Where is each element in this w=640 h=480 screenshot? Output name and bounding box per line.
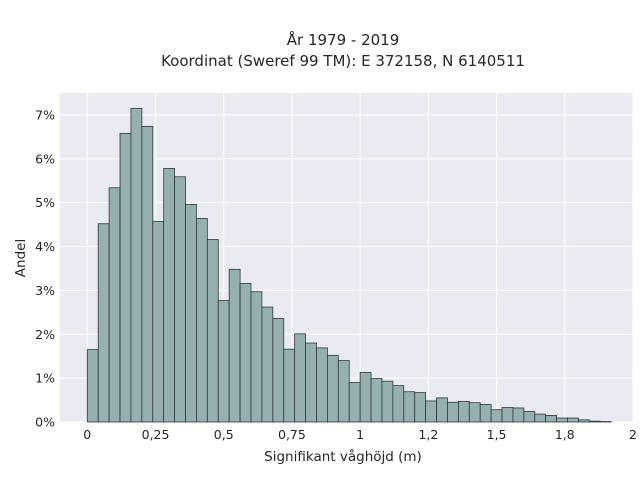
histogram-bar: [97, 223, 110, 423]
histogram-bar: [381, 380, 394, 423]
histogram-bar: [86, 349, 99, 423]
histogram-bar: [545, 415, 558, 423]
x-axis-label: Signifikant våghöjd (m): [264, 448, 422, 465]
histogram-bar: [468, 402, 481, 423]
histogram-bar: [272, 318, 285, 423]
histogram-bar: [174, 176, 186, 423]
x-tick-label: 1,2: [418, 427, 438, 442]
y-tick-label: 1%: [35, 371, 55, 386]
histogram-bar: [359, 372, 372, 423]
histogram-bar: [119, 132, 132, 423]
y-tick-label: 6%: [35, 151, 55, 166]
histogram-bar: [425, 400, 437, 423]
histogram-bar: [250, 291, 263, 423]
histogram-bar: [512, 407, 525, 423]
y-tick-label: 2%: [35, 327, 55, 342]
histogram-bar: [556, 417, 568, 423]
histogram-bar: [523, 411, 536, 423]
histogram-bar: [567, 417, 579, 423]
histogram-bar: [239, 282, 252, 423]
histogram-bar: [206, 239, 219, 423]
histogram-bar: [392, 385, 405, 423]
histogram-bar: [294, 333, 306, 423]
y-tick-label: 4%: [35, 239, 55, 254]
x-tick-label: 0,5: [214, 427, 234, 442]
histogram-bar: [337, 360, 350, 423]
y-tick-labels: 0% 1% 2% 3% 4% 5% 6% 7%: [35, 107, 55, 429]
y-tick-label: 5%: [35, 195, 55, 210]
histogram-bar: [501, 407, 514, 423]
histogram-bar: [141, 125, 154, 423]
x-tick-label: 0: [83, 427, 91, 442]
y-tick-label: 3%: [35, 283, 55, 298]
histogram-bar: [534, 413, 547, 423]
histogram-bar: [578, 419, 590, 423]
y-tick-label: 7%: [35, 107, 55, 122]
x-tick-label: 0,75: [278, 427, 306, 442]
histogram-bar: [348, 382, 361, 423]
histogram-bar: [414, 392, 427, 423]
y-axis-label: Andel: [13, 239, 29, 277]
histogram-bar: [185, 204, 197, 423]
histogram-bar: [316, 347, 328, 423]
histogram-bar: [490, 409, 503, 423]
chart-title: År 1979 - 2019: [287, 30, 400, 49]
y-tick-label: 0%: [35, 415, 55, 430]
histogram-bar: [305, 342, 317, 423]
histogram-bar: [588, 420, 601, 423]
histogram-bar: [108, 187, 121, 423]
x-tick-labels: 0 0,25 0,5 0,75 1 1,2 1,5 1,8 2: [83, 427, 637, 442]
x-tick-label: 1,8: [555, 427, 575, 442]
histogram-bar: [283, 348, 296, 423]
histogram-bar: [403, 391, 416, 423]
bars: [86, 107, 612, 423]
histogram-bar: [152, 221, 165, 423]
histogram-bar: [196, 218, 208, 423]
chart-subtitle: Koordinat (Sweref 99 TM): E 372158, N 61…: [161, 52, 525, 70]
histogram-bar: [326, 354, 339, 423]
histogram-bar: [130, 107, 143, 423]
histogram-bar: [436, 397, 448, 423]
histogram-bar: [370, 378, 383, 423]
histogram-bar: [228, 268, 241, 423]
x-tick-label: 1,5: [487, 427, 507, 442]
histogram-bar: [163, 168, 176, 423]
x-tick-label: 2: [629, 427, 637, 442]
histogram-bar: [261, 306, 274, 423]
histogram-bar: [217, 300, 230, 423]
histogram-bar: [479, 404, 492, 423]
histogram-bar: [457, 400, 470, 423]
x-tick-label: 1: [356, 427, 364, 442]
histogram-bar: [447, 401, 459, 423]
x-tick-label: 0,25: [142, 427, 170, 442]
